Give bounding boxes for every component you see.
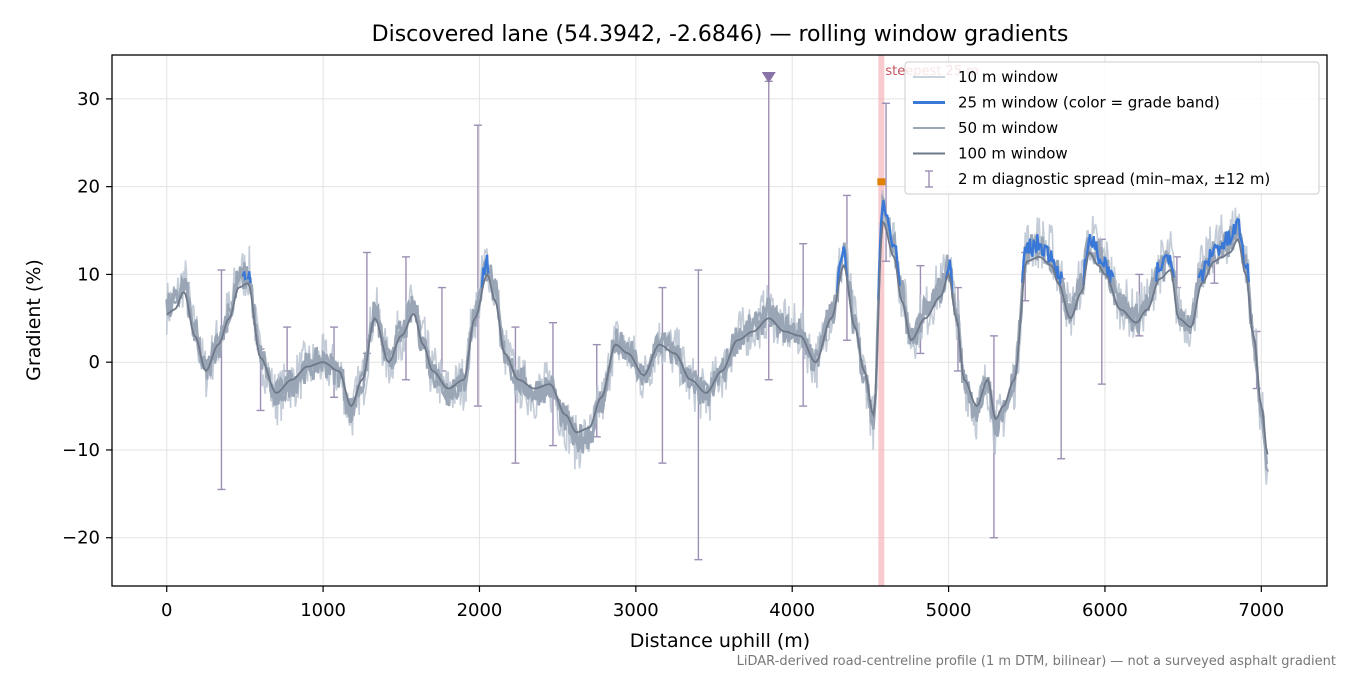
legend-item-w10: 10 m window <box>913 68 1058 86</box>
x-tick-label: 5000 <box>926 600 972 621</box>
outlier-marker <box>761 71 776 83</box>
y-axis-label: Gradient (%) <box>23 259 45 381</box>
legend-label: 100 m window <box>958 145 1068 163</box>
legend-item-w25: 25 m window (color = grade band) <box>913 94 1220 112</box>
legend-label: 50 m window <box>958 119 1058 137</box>
error-bar <box>658 286 667 464</box>
footnote: LiDAR-derived road-centreline profile (1… <box>737 654 1336 669</box>
error-bar <box>511 326 520 464</box>
y-tick-label: 10 <box>77 264 100 285</box>
legend: 10 m window 25 m window (color = grade ba… <box>904 61 1320 195</box>
series-100m-window <box>166 219 1269 455</box>
peak-marker <box>877 178 886 186</box>
series-lines <box>165 190 1269 485</box>
error-bar <box>437 286 446 372</box>
plot-frame <box>111 54 1328 587</box>
x-tick-label: 2000 <box>457 600 503 621</box>
legend-item-w100: 100 m window <box>913 145 1068 163</box>
x-tick-label: 1000 <box>300 600 346 621</box>
x-axis-ticks: 0 1000 2000 3000 4000 5000 6000 7000 <box>161 586 1284 621</box>
error-bar <box>882 102 891 262</box>
x-tick-label: 3000 <box>613 600 659 621</box>
annotation-marks <box>761 71 886 186</box>
y-tick-label: −10 <box>62 440 100 461</box>
y-tick-label: −20 <box>62 528 100 549</box>
x-tick-label: 6000 <box>1082 600 1128 621</box>
y-axis-ticks: −20 −10 0 10 20 30 <box>62 89 112 549</box>
legend-item-err: 2 m diagnostic spread (min–max, ±12 m) <box>925 170 1270 188</box>
legend-item-w50: 50 m window <box>913 119 1058 137</box>
x-tick-label: 4000 <box>769 600 815 621</box>
x-tick-label: 0 <box>161 600 172 621</box>
error-bar <box>694 269 703 561</box>
legend-label: 10 m window <box>958 68 1058 86</box>
error-bar <box>473 124 482 407</box>
legend-label: 25 m window (color = grade band) <box>958 94 1220 112</box>
x-tick-label: 7000 <box>1238 600 1284 621</box>
error-bar <box>217 269 226 491</box>
steepest-band <box>878 55 885 586</box>
legend-label: 2 m diagnostic spread (min–max, ±12 m) <box>958 170 1270 188</box>
y-tick-label: 20 <box>77 177 100 198</box>
chart-title: Discovered lane (54.3942, -2.6846) — rol… <box>372 22 1069 47</box>
y-tick-label: 30 <box>77 89 100 110</box>
x-axis-label: Distance uphill (m) <box>630 630 810 652</box>
y-tick-label: 0 <box>89 352 100 373</box>
